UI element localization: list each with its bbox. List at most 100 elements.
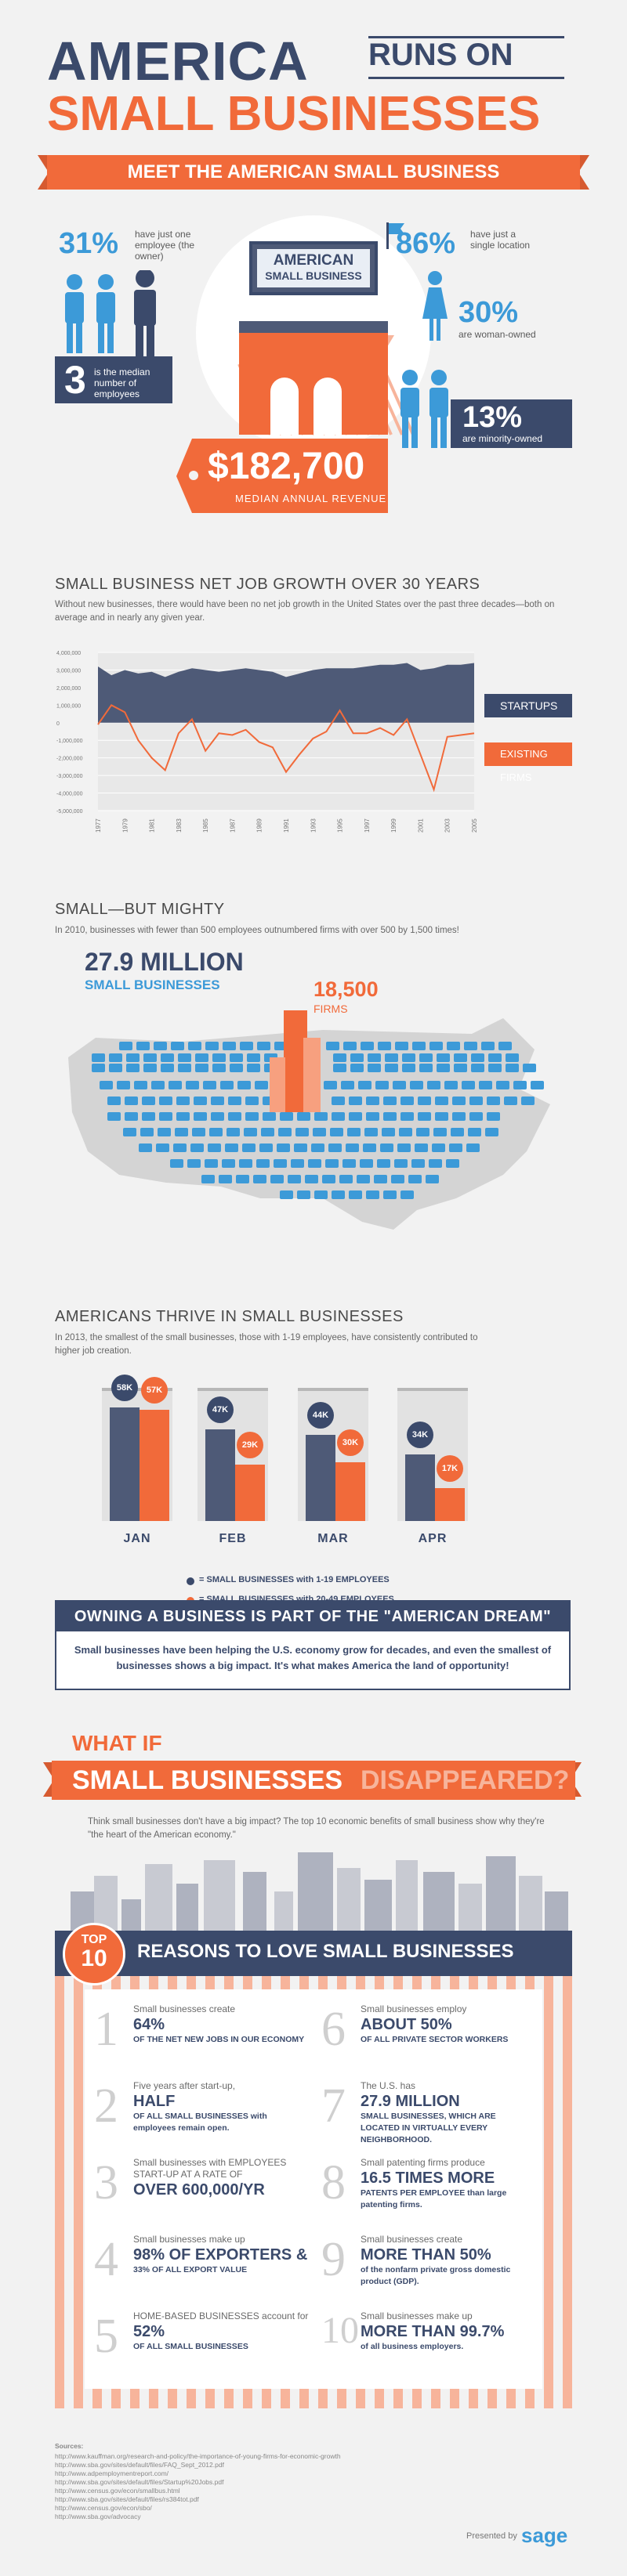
reason-text: Small businesses make up 98% OF EXPORTERS… (133, 2234, 310, 2276)
stat-woman-owned-text: are woman-owned (458, 329, 536, 340)
reason-pre: HOME-BASED BUSINESSES account for (133, 2310, 309, 2321)
job-growth-chart: 4,000,000 3,000,000 2,000,000 1,000,000 0 -1,… (56, 651, 478, 833)
small-business-icon (107, 1112, 121, 1121)
y-tick-label: 2,000,000 (56, 686, 81, 692)
top10-badge (63, 1923, 125, 1985)
small-business-icon (368, 1053, 381, 1062)
small-business-icon (332, 1097, 345, 1105)
small-business-icon (332, 1190, 345, 1199)
small-business-icon (220, 1081, 234, 1089)
x-tick-label: 1989 (256, 818, 263, 833)
source-link[interactable]: http://www.sba.gov/sites/default/files/S… (55, 2478, 224, 2486)
small-business-icon (228, 1112, 241, 1121)
sign-line-1: AMERICAN (273, 252, 354, 269)
small-business-icon (488, 1064, 502, 1072)
small-business-icon (375, 1081, 389, 1089)
meet-illustration (196, 215, 431, 450)
small-business-icon (451, 1128, 464, 1136)
ribbon-tail-left (43, 1762, 54, 1797)
small-business-icon (256, 1159, 270, 1168)
reason-pre: Small businesses make up (361, 2310, 473, 2321)
source-link[interactable]: http://www.adpemploymentreport.com/ (55, 2469, 169, 2477)
skyline-building (423, 1872, 455, 1938)
revenue-label: MEDIAN ANNUAL REVENUE (235, 493, 387, 504)
divider (368, 36, 564, 38)
small-business-icon (109, 1053, 122, 1062)
small-business-icon (240, 1042, 253, 1050)
small-business-icon (444, 1081, 458, 1089)
title-america: AMERICA (47, 31, 309, 92)
stripe (563, 1931, 572, 2408)
small-business-icon (92, 1053, 105, 1062)
small-business-icon (247, 1064, 260, 1072)
top10-title: REASONS TO LOVE SMALL BUSINESSES (137, 1941, 514, 1962)
small-business-icon (176, 1097, 190, 1105)
small-business-icon (330, 1128, 343, 1136)
x-tick-label: 2005 (471, 818, 478, 833)
source-link[interactable]: http://www.kauffman.org/research-and-pol… (55, 2452, 341, 2460)
reason-text: Small businesses make up MORE THAN 99.7% o… (361, 2310, 537, 2353)
small-business-icon (314, 1112, 328, 1121)
source-link[interactable]: http://www.sba.gov/sites/default/files/F… (55, 2461, 224, 2469)
value-pin-1-19: 58K (111, 1375, 138, 1401)
source-link[interactable]: http://www.sba.gov/advocacy (55, 2513, 141, 2520)
source-link[interactable]: http://www.census.gov/econ/smallbus.html (55, 2487, 180, 2495)
small-business-icon (418, 1097, 431, 1105)
small-business-icon (244, 1128, 257, 1136)
top10-header-bar (55, 1931, 572, 1976)
month-label: FEB (219, 1532, 247, 1545)
skyline-building (458, 1884, 482, 1938)
small-business-icon (171, 1042, 184, 1050)
header: AMERICA RUNS ON SMALL BUSINESSES (0, 0, 627, 149)
small-business-icon (360, 1159, 373, 1168)
reason-number: 6 (321, 2003, 346, 2056)
small-business-icon (468, 1128, 481, 1136)
what-if-desc: Think small businesses don't have a big … (88, 1817, 545, 1840)
small-business-icon (364, 1128, 378, 1136)
divider (368, 77, 564, 79)
value-pin-20-49: 30K (337, 1429, 364, 1456)
small-business-icon (400, 1190, 414, 1199)
small-business-icon (274, 1159, 287, 1168)
small-business-icon (291, 1159, 304, 1168)
small-business-icon (437, 1064, 450, 1072)
reason-post: of the nonfarm private gross domestic pr… (361, 2265, 511, 2286)
small-business-icon (187, 1159, 201, 1168)
sources-label: Sources: (55, 2442, 84, 2450)
small-business-icon (454, 1053, 467, 1062)
small-business-icon (212, 1053, 226, 1062)
small-business-icon (294, 1143, 307, 1152)
bar-20-49 (435, 1487, 465, 1521)
source-link[interactable]: http://www.census.gov/econ/sbo/ (55, 2504, 152, 2512)
x-tick-label: 1981 (149, 818, 156, 833)
source-link[interactable]: http://www.sba.gov/sites/default/files/r… (55, 2495, 199, 2503)
small-business-icon (203, 1081, 216, 1089)
ribbon-tail-right (578, 155, 589, 190)
small-business-icon (391, 1175, 404, 1183)
value-pin-20-49: 29K (237, 1431, 263, 1458)
reason-post: 33% OF ALL EXPORT VALUE (133, 2265, 248, 2274)
small-business-icon (343, 1042, 357, 1050)
woman-icon (422, 271, 448, 341)
small-business-icon (288, 1175, 301, 1183)
small-business-icon (385, 1053, 398, 1062)
small-business-icon (469, 1097, 483, 1105)
small-business-icon (400, 1112, 414, 1121)
small-business-icon (211, 1112, 224, 1121)
small-business-icon (159, 1097, 172, 1105)
reason-highlight: 27.9 MILLION (361, 2093, 460, 2110)
x-tick-label: 2001 (417, 818, 424, 833)
value-pin-1-19: 47K (207, 1396, 234, 1423)
small-business-icon (201, 1175, 215, 1183)
small-business-icon (119, 1042, 132, 1050)
small-business-icon (178, 1053, 191, 1062)
y-tick-label: 1,000,000 (56, 703, 81, 709)
small-business-icon (142, 1112, 155, 1121)
small-business-icon (245, 1097, 259, 1105)
reason-highlight: HALF (133, 2093, 176, 2110)
small-business-icon (349, 1190, 362, 1199)
small-business-icon (411, 1159, 425, 1168)
small-business-icon (432, 1143, 445, 1152)
thrive-desc: In 2013, the smallest of the small busin… (55, 1333, 478, 1356)
small-business-icon (419, 1064, 433, 1072)
